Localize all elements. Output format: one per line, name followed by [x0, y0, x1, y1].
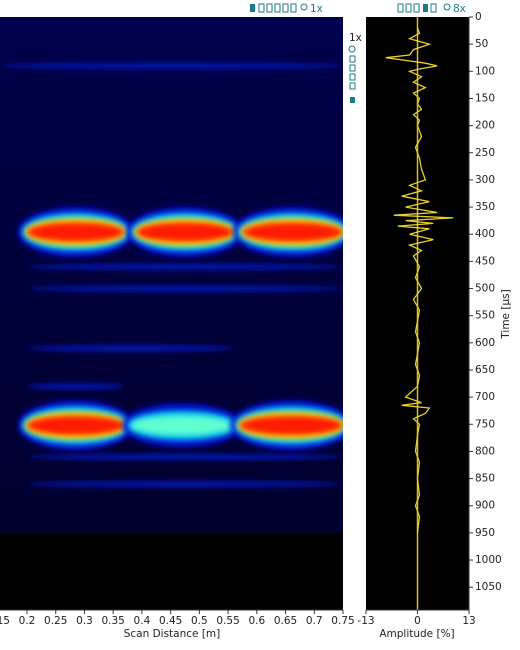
x-tick-label: 0.55	[216, 615, 239, 627]
y-tick-label: 150	[475, 92, 495, 104]
toolbar-right: 8x	[397, 3, 466, 15]
y-axis-title: Time [µs]	[500, 289, 512, 339]
echo-layer	[27, 285, 343, 292]
side-toolbar: 1x	[348, 32, 362, 103]
echo-layer	[27, 263, 343, 270]
y-tick-label: 1000	[475, 554, 502, 566]
toolbar-left: 1x	[250, 3, 323, 15]
y-tick-label: 600	[475, 337, 495, 349]
echo-layer	[27, 415, 125, 436]
zoom-label[interactable]: 1x	[310, 3, 323, 15]
echo-layer	[242, 222, 343, 243]
y-tick-label: 750	[475, 418, 495, 430]
tool-icon[interactable]	[397, 3, 404, 13]
x-tick-label: 0.35	[101, 615, 124, 627]
x-tick-label: 0.6	[248, 615, 265, 627]
x-tick-label: 0.2	[19, 615, 36, 627]
tool-icon[interactable]	[430, 3, 437, 13]
echo-layer	[239, 415, 343, 436]
echo-layer	[27, 345, 234, 352]
y-tick-label: 300	[475, 174, 495, 186]
y-tick-label: 700	[475, 391, 495, 403]
echo	[27, 453, 343, 460]
x-tick-label: 0.65	[274, 615, 297, 627]
echo	[18, 400, 134, 451]
echo	[127, 207, 243, 258]
y-tick-label: 200	[475, 120, 495, 132]
tool-icon[interactable]	[349, 64, 356, 72]
ascan-panel	[385, 17, 454, 610]
zoom-icon[interactable]	[348, 45, 356, 53]
x-tick-label: 0.7	[306, 615, 323, 627]
tool-icon[interactable]	[258, 3, 265, 13]
y-tick-label: 50	[475, 38, 488, 50]
axes: Scan Distance [m] Amplitude [%] Time [µs…	[0, 11, 512, 640]
y-tick-label: 450	[475, 255, 495, 267]
tool-icon[interactable]	[250, 4, 255, 12]
ascan-trace	[385, 27, 454, 533]
x-tick-label: 0.3	[76, 615, 93, 627]
y-tick-label: 0	[475, 11, 482, 23]
tool-icon[interactable]	[405, 3, 412, 13]
y-tick-label: 400	[475, 228, 495, 240]
echo-layer	[27, 481, 343, 488]
echo-layer	[27, 453, 343, 460]
y-tick-label: 500	[475, 283, 495, 295]
x-tick-label: 0.45	[159, 615, 182, 627]
echo-layer	[27, 222, 125, 243]
echo	[230, 400, 343, 451]
tool-icon[interactable]	[282, 3, 289, 13]
y-tick-label: 350	[475, 201, 495, 213]
echo-layer	[0, 62, 343, 69]
tool-icon[interactable]	[290, 3, 297, 13]
tool-icon[interactable]	[349, 55, 356, 63]
x-tick-label: 0.75	[331, 615, 354, 627]
x-axis-title: Amplitude [%]	[379, 628, 454, 640]
echo	[122, 403, 242, 448]
echo	[27, 383, 125, 390]
y-tick-label: 800	[475, 445, 495, 457]
y-tick-label: 550	[475, 310, 495, 322]
tool-icon[interactable]	[274, 3, 281, 13]
y-tick-label: 100	[475, 65, 495, 77]
y-tick-label: 850	[475, 473, 495, 485]
echo	[27, 263, 343, 270]
tool-icon[interactable]	[349, 73, 356, 81]
tool-icon[interactable]	[266, 3, 273, 13]
x-tick-label: 0.4	[134, 615, 151, 627]
x-tick-label: -13	[357, 615, 374, 627]
y-tick-label: 1050	[475, 581, 502, 593]
echo	[27, 481, 343, 488]
x-tick-label: 0.25	[44, 615, 67, 627]
echo	[27, 345, 234, 352]
x-tick-label: 0	[414, 615, 421, 627]
x-tick-label: 0.5	[191, 615, 208, 627]
y-tick-label: 950	[475, 527, 495, 539]
echo	[18, 207, 134, 258]
side-zoom-label[interactable]: 1x	[349, 32, 362, 44]
echo-layer	[136, 222, 234, 243]
tool-icon[interactable]	[413, 3, 420, 13]
tool-icon[interactable]	[423, 4, 428, 12]
y-tick-label: 250	[475, 147, 495, 159]
x-tick-label: 0.15	[0, 615, 10, 627]
y-tick-label: 650	[475, 364, 495, 376]
zoom-label[interactable]: 8x	[453, 3, 466, 15]
x-axis-title: Scan Distance [m]	[124, 628, 221, 640]
echo-layer	[27, 383, 125, 390]
tool-icon[interactable]	[349, 82, 356, 90]
y-tick-label: 900	[475, 500, 495, 512]
zoom-icon[interactable]	[443, 3, 451, 11]
zoom-icon[interactable]	[300, 3, 308, 11]
echo	[27, 285, 343, 292]
echo-layer	[130, 415, 234, 436]
echo	[0, 62, 343, 69]
echo	[233, 207, 343, 258]
tool-icon[interactable]	[350, 97, 355, 103]
bscan-panel	[0, 17, 343, 610]
x-tick-label: 13	[462, 615, 475, 627]
